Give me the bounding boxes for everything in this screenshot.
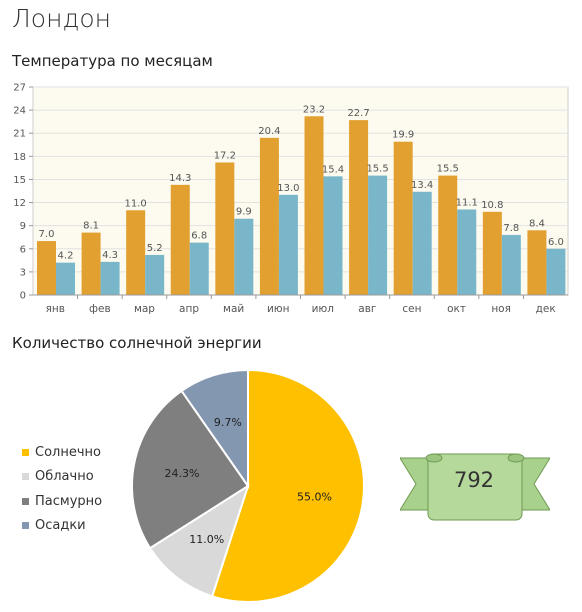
bar xyxy=(170,184,190,295)
data-label: 19.9 xyxy=(392,130,414,141)
data-label: 7.8 xyxy=(503,223,519,234)
bar xyxy=(215,162,235,295)
bar xyxy=(368,175,388,295)
badge-value: 792 xyxy=(453,468,495,492)
y-tick-label: 6 xyxy=(20,244,26,255)
data-label: 8.4 xyxy=(529,218,545,229)
y-tick-label: 3 xyxy=(20,267,26,278)
data-label: 20.4 xyxy=(258,126,280,137)
legend-item-cloudy: Облачно xyxy=(22,465,102,490)
ribbon-badge-shape xyxy=(400,453,550,521)
pie-label: 55.0% xyxy=(297,491,332,504)
x-tick-label: апр xyxy=(179,303,199,315)
x-tick-label: окт xyxy=(447,303,466,315)
temperature-chart-title: Температура по месяцам xyxy=(12,52,213,70)
bar xyxy=(189,242,209,295)
y-tick-label: 18 xyxy=(13,152,26,163)
legend-swatch xyxy=(22,448,29,456)
data-label: 23.2 xyxy=(303,104,325,115)
data-label: 13.0 xyxy=(277,183,299,194)
data-label: 17.2 xyxy=(214,150,236,161)
legend-swatch xyxy=(22,497,29,505)
pie-slice xyxy=(148,483,250,598)
pie-slice xyxy=(180,368,249,490)
data-label: 14.3 xyxy=(169,173,191,184)
sun-chart-title: Количество солнечной энергии xyxy=(12,334,262,352)
bar xyxy=(56,262,75,295)
bar xyxy=(259,137,279,295)
page-title: Лондон xyxy=(12,4,112,33)
data-label: 10.8 xyxy=(481,200,503,211)
temperature-bar-chart: 0 3 6 9 12 15 18 21 24 27 янв 7.04.2 фев 8.1 4.3 мар 11.… xyxy=(13,83,569,315)
bar xyxy=(482,211,502,295)
bar xyxy=(81,232,101,295)
bar xyxy=(438,175,458,295)
bar xyxy=(323,176,343,295)
bar xyxy=(546,248,566,295)
legend-label: Осадки xyxy=(35,518,86,534)
x-tick-label: май xyxy=(223,303,244,315)
legend-label: Облачно xyxy=(35,469,94,485)
y-tick-label: 27 xyxy=(13,83,26,94)
y-tick-label: 15 xyxy=(13,175,26,186)
bar xyxy=(126,210,146,295)
x-tick-label: мар xyxy=(134,303,155,315)
y-tick-label: 12 xyxy=(13,198,26,209)
data-label: 6.0 xyxy=(548,237,564,248)
x-tick-label: фев xyxy=(89,303,111,315)
bar xyxy=(457,209,477,295)
x-tick-label: янв xyxy=(46,303,65,315)
data-label: 11.0 xyxy=(125,198,147,209)
pie-label: 9.7% xyxy=(214,416,242,429)
data-label: 22.7 xyxy=(347,108,369,119)
x-tick-label: июн xyxy=(267,303,290,315)
pie-label: 24.3% xyxy=(165,467,200,480)
data-label: 9.9 xyxy=(236,207,252,218)
data-label: 15.5 xyxy=(366,164,388,175)
legend-label: Солнечно xyxy=(35,444,101,460)
bar xyxy=(37,241,56,295)
x-tick-label: сен xyxy=(402,303,421,315)
x-tick-label: июл xyxy=(312,303,334,315)
legend-swatch xyxy=(22,522,29,530)
legend-label: Пасмурно xyxy=(35,493,103,509)
data-label: 11.1 xyxy=(456,197,478,208)
bar xyxy=(278,194,298,295)
y-tick-label: 0 xyxy=(20,291,26,302)
legend-item-sunny: Солнечно xyxy=(22,440,102,465)
data-label: 4.3 xyxy=(102,250,118,261)
pie-slice xyxy=(210,368,365,603)
bar xyxy=(145,254,165,295)
bar xyxy=(349,120,369,295)
y-tick-label: 24 xyxy=(13,106,26,117)
legend-swatch xyxy=(22,473,29,481)
x-tick-label: ноя xyxy=(491,303,511,315)
bar xyxy=(527,230,547,295)
x-tick-label: авг xyxy=(358,303,376,315)
y-tick-label: 21 xyxy=(13,129,26,140)
data-label: 7.0 xyxy=(39,229,55,240)
x-tick-label: дек xyxy=(536,303,556,315)
y-tick-label: 9 xyxy=(20,221,26,232)
bar xyxy=(234,218,254,295)
legend-item-overcast: Пасмурно xyxy=(22,489,102,514)
data-label: 4.2 xyxy=(58,251,74,262)
bar xyxy=(100,261,120,295)
pie-label: 11.0% xyxy=(189,533,224,546)
legend-item-precipitation: Осадки xyxy=(22,514,102,539)
bar xyxy=(501,234,521,295)
pie-slice xyxy=(131,389,250,550)
data-label: 8.1 xyxy=(83,221,99,232)
data-label: 15.5 xyxy=(437,164,459,175)
data-label: 6.8 xyxy=(191,231,207,242)
sun-pie-chart: 55.0% 11.0% 24.3% 9.7% xyxy=(131,368,365,603)
bar xyxy=(412,191,432,295)
data-label: 5.2 xyxy=(147,243,163,254)
pie-legend: Солнечно Облачно Пасмурно Осадки xyxy=(22,440,102,538)
data-label: 15.4 xyxy=(322,164,344,175)
bar xyxy=(304,116,324,295)
data-label: 13.4 xyxy=(411,180,433,191)
plot-area xyxy=(32,86,569,296)
bar xyxy=(393,141,413,295)
